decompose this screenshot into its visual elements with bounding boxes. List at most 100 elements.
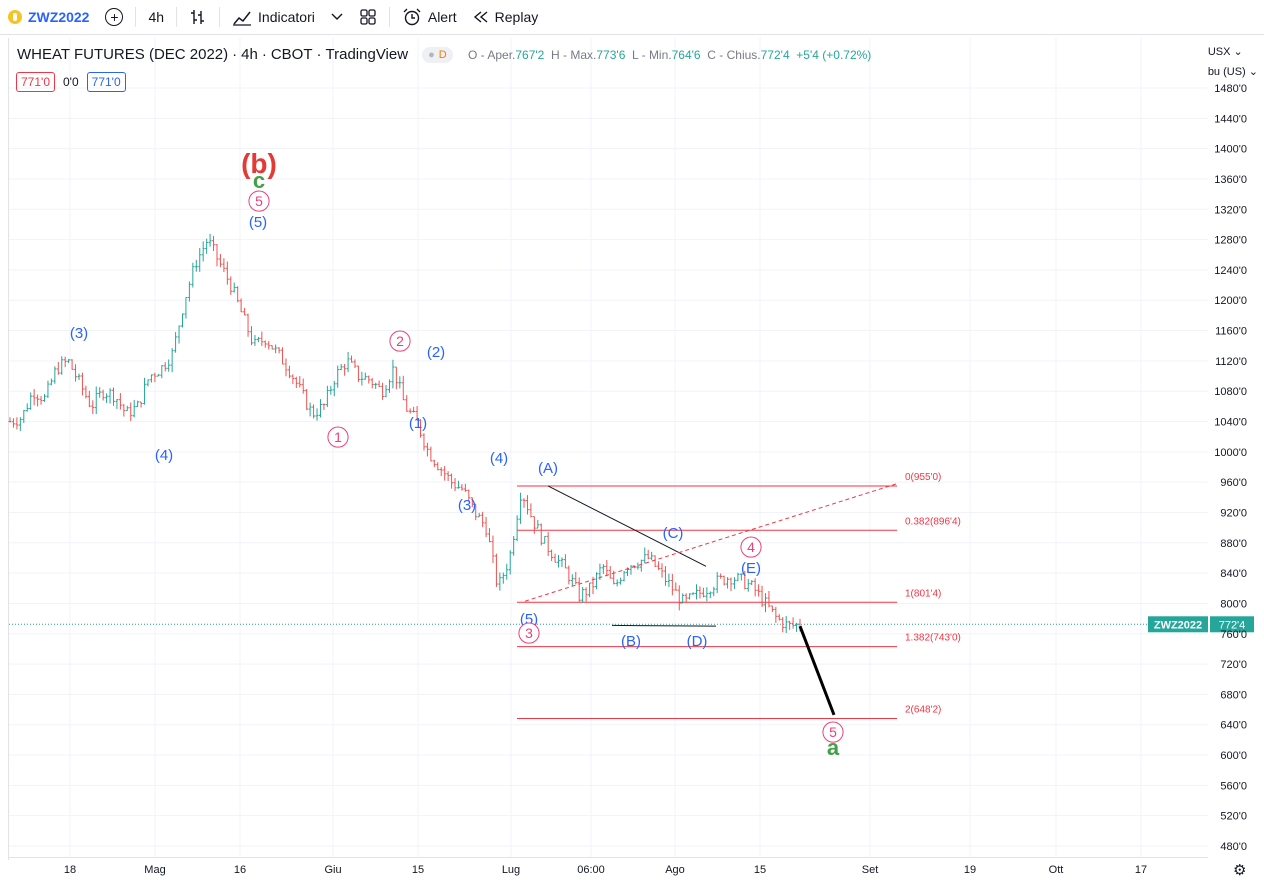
wave-label: 2 bbox=[396, 333, 404, 349]
wave-label: (1) bbox=[409, 415, 427, 432]
open-value: 767'2 bbox=[515, 48, 545, 62]
fib-level-label: 1(801'4) bbox=[905, 588, 941, 599]
fib-level-label: 1.382(743'0) bbox=[905, 633, 961, 644]
triangle-lower-trendline bbox=[611, 624, 717, 627]
indicators-button[interactable]: Indicatori bbox=[224, 0, 323, 34]
price-tick-label: 1160'0 bbox=[1215, 326, 1247, 338]
price-tick-label: 880'0 bbox=[1220, 538, 1247, 550]
pane-left-border bbox=[8, 38, 9, 860]
unit-selector[interactable]: bu (US) ⌄ bbox=[1207, 66, 1258, 78]
legend-title: WHEAT FUTURES (DEC 2022) bbox=[17, 46, 229, 63]
wave-circle bbox=[518, 622, 540, 644]
fibonacci-extension[interactable]: 0(955'0) 0.382(896'4) 1(801'4) 1.382(743'0)… bbox=[517, 472, 961, 719]
top-toolbar: ZWZ2022 + 4h Indicatori bbox=[0, 0, 1264, 35]
price-tick-label: 1200'0 bbox=[1214, 295, 1247, 307]
plus-circle-icon: + bbox=[105, 8, 124, 26]
elliott-wave-labels[interactable]: (b)c5(5)(3)(4)2(2)1(1)(4)(3)(A)(5)3 (B)(C… bbox=[70, 148, 844, 760]
currency-selector[interactable]: USX ⌄ bbox=[1207, 46, 1243, 58]
wave-label: (C) bbox=[663, 525, 684, 542]
wave-label: 3 bbox=[525, 625, 533, 641]
price-tick-label: 560'0 bbox=[1220, 780, 1247, 792]
legend-source: TradingView bbox=[325, 46, 409, 63]
wave-label: (B) bbox=[621, 633, 641, 650]
time-tick-label: 06:00 bbox=[577, 864, 605, 876]
divider bbox=[176, 7, 178, 27]
divider bbox=[135, 7, 137, 27]
candlestick-series bbox=[8, 233, 802, 633]
close-value: 772'4 bbox=[760, 48, 790, 62]
price-scale-header[interactable]: USX ⌄ bu (US) ⌄ bbox=[1208, 42, 1258, 82]
high-value: 773'6 bbox=[596, 48, 626, 62]
time-tick-label: Mag bbox=[144, 864, 165, 876]
price-tick-label: 1320'0 bbox=[1214, 204, 1247, 216]
alert-button[interactable]: Alert bbox=[394, 0, 465, 34]
wave-label: (5) bbox=[249, 214, 267, 231]
time-tick-label: 19 bbox=[964, 864, 976, 876]
wave-label: 1 bbox=[334, 429, 342, 445]
settings-gear-icon[interactable]: ⚙ bbox=[1233, 862, 1247, 879]
wave-circle bbox=[248, 190, 270, 212]
wave-label: 5 bbox=[829, 724, 837, 740]
price-tick-label: 1120'0 bbox=[1215, 356, 1247, 368]
buy-sell-panel: 771'0 0'0 771'0 bbox=[16, 72, 126, 92]
price-tick-label: 960'0 bbox=[1220, 477, 1247, 489]
wave-label: (E) bbox=[741, 560, 761, 577]
wave-label: (3) bbox=[458, 497, 476, 514]
time-tick-label: Set bbox=[862, 864, 879, 876]
ohlc-values: O - Aper.767'2 H - Max.773'6 L - Min.764… bbox=[468, 48, 872, 62]
fib-level-label: 0(955'0) bbox=[905, 472, 941, 483]
fib-level-label: 0.382(896'4) bbox=[905, 516, 961, 527]
wave-circle bbox=[822, 721, 844, 743]
fib-level-label: 2(648'2) bbox=[905, 704, 941, 715]
chart-legend[interactable]: WHEAT FUTURES (DEC 2022) · 4h · CBOT · T… bbox=[17, 46, 453, 63]
buy-button[interactable]: 771'0 bbox=[86, 72, 126, 92]
wave-label: (D) bbox=[687, 633, 708, 650]
replay-label: Replay bbox=[494, 9, 539, 25]
wave-label: (A) bbox=[538, 460, 558, 477]
sell-button[interactable]: 771'0 bbox=[16, 72, 55, 92]
price-tick-label: 1240'0 bbox=[1214, 265, 1247, 277]
compare-symbol-button[interactable]: + bbox=[97, 0, 131, 34]
bars-chart-icon bbox=[191, 10, 205, 24]
templates-button[interactable] bbox=[351, 0, 385, 34]
price-tick-label: 720'0 bbox=[1220, 659, 1247, 671]
symbol-search-button[interactable]: ZWZ2022 bbox=[0, 0, 97, 34]
replay-button[interactable]: Replay bbox=[465, 0, 547, 34]
price-tick-label: 760'0 bbox=[1220, 629, 1247, 641]
current-price-text: 772'4 bbox=[1219, 619, 1246, 631]
projection-line bbox=[798, 625, 836, 716]
price-tick-label: 1040'0 bbox=[1214, 417, 1247, 429]
price-tick-label: 600'0 bbox=[1220, 750, 1247, 762]
price-tick-label: 520'0 bbox=[1220, 811, 1247, 823]
time-tick-label: 18 bbox=[64, 864, 76, 876]
interval-button[interactable]: 4h bbox=[140, 0, 172, 34]
wave-label: (4) bbox=[155, 447, 173, 464]
grid-lines bbox=[9, 38, 1208, 857]
wave-circle bbox=[327, 426, 349, 448]
time-axis[interactable]: 18 Mag 16 Giu 15 Lug 06:00 Ago 15 Set 19 Ott 17 bbox=[64, 864, 1147, 876]
grid-layout-icon bbox=[360, 9, 376, 25]
time-tick-label: 17 bbox=[1135, 864, 1147, 876]
price-tag bbox=[1210, 616, 1254, 633]
price-tick-label: 680'0 bbox=[1220, 689, 1247, 701]
price-tick-label: 640'0 bbox=[1220, 720, 1247, 732]
price-tick-label: 1280'0 bbox=[1214, 235, 1247, 247]
wave-label: 4 bbox=[747, 539, 755, 555]
indicators-icon bbox=[233, 11, 252, 26]
price-axis[interactable]: 1480'0 1440'0 1400'0 1360'0 1320'0 1280'0 1240… bbox=[1214, 83, 1247, 853]
chevron-down-icon: ⌄ bbox=[1233, 46, 1243, 58]
price-tick-label: 1440'0 bbox=[1214, 113, 1247, 125]
wave-label: a bbox=[827, 735, 840, 760]
symbol-label: ZWZ2022 bbox=[28, 9, 90, 25]
alarm-clock-icon bbox=[403, 8, 421, 26]
price-tick-label: 480'0 bbox=[1220, 841, 1247, 853]
trendline-drawings[interactable]: ZWZ2022 772'4 bbox=[9, 483, 1254, 716]
wave-label: (2) bbox=[427, 344, 445, 361]
current-price-label[interactable]: ZWZ2022 772'4 bbox=[1148, 616, 1254, 633]
time-tick-label: 15 bbox=[754, 864, 766, 876]
delayed-data-badge[interactable]: ● D bbox=[422, 46, 453, 63]
eye-icon: ● bbox=[428, 48, 435, 61]
indicators-dropdown-button[interactable] bbox=[323, 0, 351, 34]
chart-type-button[interactable] bbox=[181, 0, 215, 34]
